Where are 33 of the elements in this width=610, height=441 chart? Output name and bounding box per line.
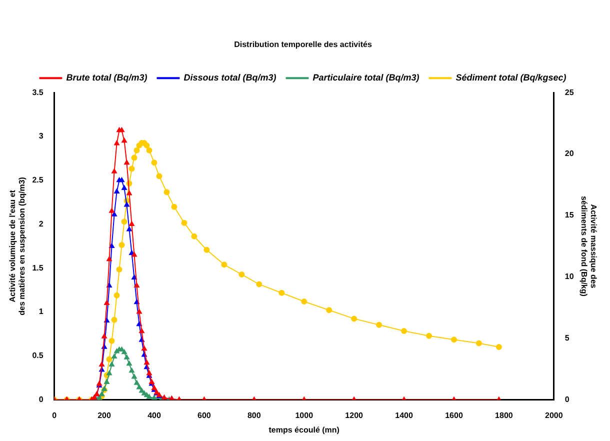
x-tick-label: 1000 [295, 410, 314, 420]
y-axis-title: Activité volumique de l'eau et des matières en suspension (bq/m3) [8, 176, 27, 316]
legend-label: Particulaire total (Bq/m3) [312, 72, 420, 83]
y-tick-label: 1.5 [32, 263, 44, 272]
legend-label: Brute total (Bq/m3) [66, 72, 148, 83]
y2-tick-label: 5 [564, 334, 570, 343]
y2-tick-label: 10 [564, 272, 574, 282]
x-axis-title: temps écoulé (mn) [268, 425, 340, 434]
y2-axis-title: Activité massique des sédiments de fond (Bq/kg) [579, 196, 598, 297]
legend-label: Sédiment total (Bq/kgsec) [456, 72, 566, 83]
y2-tick-label: 20 [564, 149, 574, 158]
y2-tick-label: 25 [564, 88, 574, 97]
x-tick-label: 200 [98, 410, 112, 420]
y2-tick-label: 0 [564, 395, 570, 404]
x-tick-label: 800 [247, 410, 262, 420]
x-tick-label: 2000 [545, 410, 564, 420]
y-tick-label: 1 [38, 307, 44, 316]
x-tick-label: 1800 [495, 410, 514, 420]
x-tick-label: 600 [198, 410, 212, 420]
y-tick-label: 2.5 [32, 176, 44, 185]
y-tick-label: 3 [38, 132, 44, 141]
x-tick-label: 1600 [445, 410, 464, 420]
x-tick-label: 0 [52, 410, 58, 420]
x-tick-label: 1200 [345, 410, 364, 420]
legend-label: Dissous total (Bq/m3) [184, 72, 276, 83]
y2-tick-label: 15 [564, 210, 574, 220]
x-tick-label: 400 [148, 410, 162, 420]
x-tick-label: 1400 [395, 410, 414, 420]
y-tick-label: 3.5 [32, 88, 44, 97]
y-tick-label: 2 [38, 219, 44, 228]
y-tick-label: 0.5 [32, 351, 44, 360]
y-tick-label: 0 [38, 395, 44, 404]
chart-title: Distribution temporelle des activités [234, 40, 372, 50]
